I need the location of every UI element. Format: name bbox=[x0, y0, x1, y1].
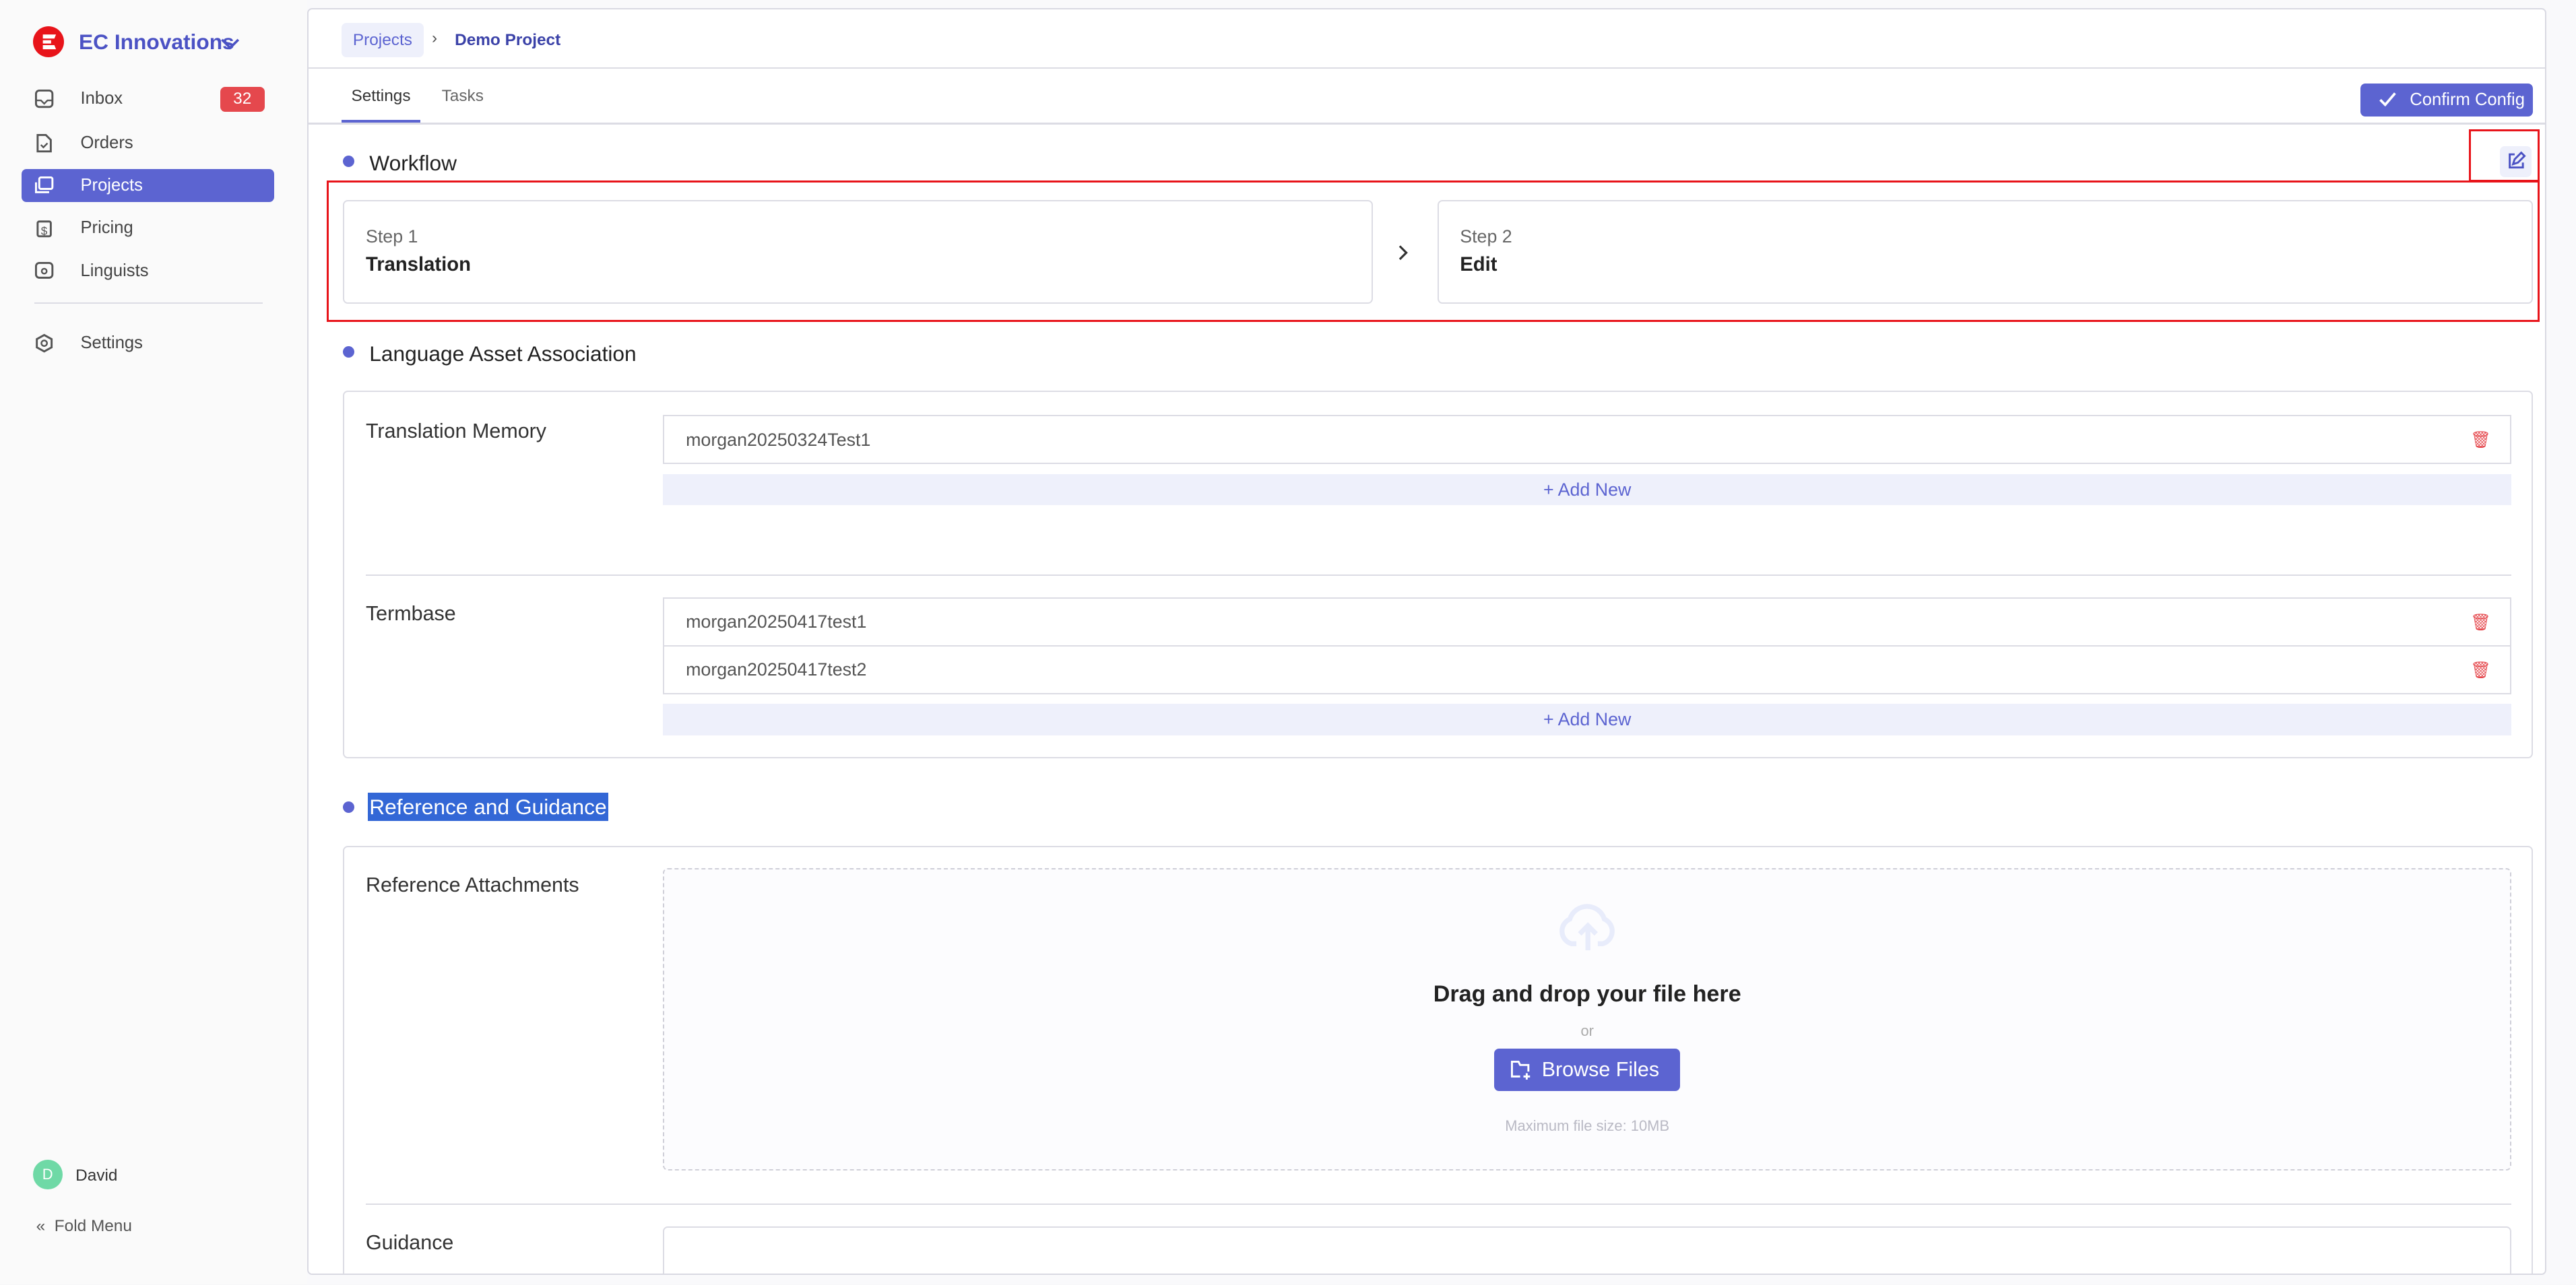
edit-icon bbox=[2509, 151, 2527, 168]
inbox-icon bbox=[35, 89, 54, 108]
divider bbox=[365, 1203, 2512, 1206]
trash-icon[interactable]: 🗑 bbox=[2470, 431, 2491, 450]
user-name[interactable]: David bbox=[75, 1166, 118, 1185]
fold-menu-button[interactable]: « Fold Menu bbox=[36, 1217, 132, 1236]
sidebar-item-linguists[interactable]: Linguists bbox=[22, 255, 275, 288]
sidebar-item-settings[interactable]: Settings bbox=[22, 327, 275, 360]
chevron-right-icon bbox=[1396, 238, 1410, 267]
tb-label: Termbase bbox=[365, 602, 456, 626]
avatar[interactable]: D bbox=[32, 1159, 63, 1189]
tb-item[interactable]: morgan20250417test2 bbox=[663, 645, 2512, 694]
sidebar-item-projects[interactable]: Projects bbox=[21, 169, 275, 202]
trash-icon[interactable]: 🗑 bbox=[2470, 661, 2491, 680]
tb-add-new-button[interactable]: + Add New bbox=[663, 704, 2512, 735]
reference-card: Reference Attachments Drag and drop your… bbox=[343, 845, 2534, 1274]
tm-label: Translation Memory bbox=[365, 420, 547, 443]
workflow-step-2[interactable]: Step 2 Edit bbox=[1437, 200, 2534, 304]
confirm-config-button[interactable]: Confirm Config bbox=[2360, 83, 2534, 117]
chevron-down-icon[interactable] bbox=[220, 30, 240, 59]
step-number: Step 1 bbox=[365, 226, 418, 246]
tm-item[interactable]: morgan20250324Test1 bbox=[663, 415, 2512, 465]
main-panel: Projects › Demo Project Settings Tasks C… bbox=[307, 8, 2547, 1275]
document-check-icon bbox=[36, 133, 53, 152]
tb-item[interactable]: morgan20250417test1 bbox=[663, 597, 2512, 647]
step-number: Step 2 bbox=[1460, 226, 1512, 246]
tm-add-new-button[interactable]: + Add New bbox=[663, 473, 2512, 506]
divider bbox=[309, 123, 2546, 125]
breadcrumb-projects[interactable]: Projects bbox=[341, 22, 424, 57]
sidebar-item-inbox[interactable]: Inbox bbox=[22, 82, 275, 115]
workflow-title: Workflow bbox=[369, 150, 457, 175]
cloud-upload-icon bbox=[1559, 903, 1615, 950]
double-chevron-left-icon: « bbox=[36, 1217, 46, 1236]
file-dropzone[interactable]: Drag and drop your file here or Browse F… bbox=[663, 868, 2512, 1171]
svg-text:$: $ bbox=[41, 225, 48, 238]
active-tab-indicator bbox=[341, 119, 420, 123]
sidebar-item-pricing[interactable]: $ Pricing bbox=[22, 212, 275, 245]
tab-settings[interactable]: Settings bbox=[351, 86, 411, 105]
dropzone-text: Drag and drop your file here bbox=[1433, 981, 1741, 1008]
check-icon bbox=[2379, 92, 2396, 107]
folders-icon bbox=[35, 176, 54, 193]
sidebar-item-orders[interactable]: Orders bbox=[22, 127, 275, 160]
attachments-label: Reference Attachments bbox=[365, 873, 579, 896]
highlight-box bbox=[2469, 129, 2540, 183]
sidebar: EC Innovations Inbox 32 Orders Projects … bbox=[0, 0, 308, 1285]
trash-icon[interactable]: 🗑 bbox=[2470, 613, 2491, 632]
section-dot bbox=[343, 156, 355, 168]
guidance-input[interactable] bbox=[663, 1226, 2512, 1274]
highlight-box bbox=[326, 180, 2540, 322]
reference-title: Reference and Guidance bbox=[367, 793, 609, 822]
divider bbox=[309, 67, 2546, 69]
assets-title: Language Asset Association bbox=[369, 341, 637, 366]
user-frame-icon bbox=[35, 261, 54, 279]
step-name: Translation bbox=[365, 254, 471, 276]
workflow-step-1[interactable]: Step 1 Translation bbox=[343, 200, 1374, 304]
org-switcher[interactable]: EC Innovations bbox=[79, 29, 234, 54]
guidance-label: Guidance bbox=[365, 1231, 454, 1255]
max-size-text: Maximum file size: 10MB bbox=[1505, 1117, 1670, 1135]
assets-card: Translation Memory morgan20250324Test1 🗑… bbox=[343, 390, 2534, 759]
section-dot bbox=[343, 801, 355, 813]
breadcrumb-current: Demo Project bbox=[455, 30, 561, 49]
tab-tasks[interactable]: Tasks bbox=[441, 86, 484, 105]
browse-files-button[interactable]: Browse Files bbox=[1493, 1049, 1680, 1092]
clipboard-dollar-icon: $ bbox=[36, 220, 53, 238]
or-text: or bbox=[1580, 1022, 1594, 1040]
ec-logo-icon bbox=[32, 26, 65, 58]
folder-plus-icon bbox=[1511, 1061, 1531, 1080]
inbox-count-badge: 32 bbox=[220, 87, 265, 112]
step-name: Edit bbox=[1460, 254, 1498, 276]
edit-workflow-button[interactable] bbox=[2500, 145, 2532, 177]
divider bbox=[365, 574, 2512, 576]
section-dot bbox=[343, 346, 355, 358]
sidebar-divider bbox=[34, 302, 263, 304]
breadcrumb-chevron-icon: › bbox=[431, 29, 438, 48]
settings-hexagon-icon bbox=[36, 333, 53, 353]
